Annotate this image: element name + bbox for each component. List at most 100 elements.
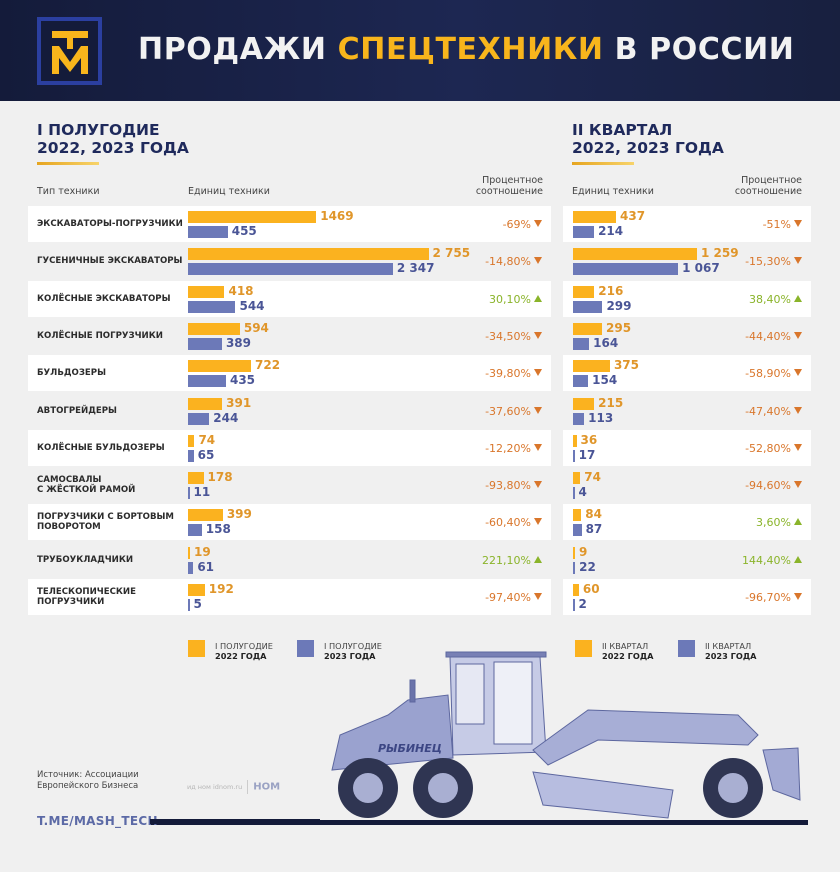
bar-q2-2023 [573,487,575,500]
value-h1-2022: 399 [226,507,252,522]
bar-q2-2023 [573,524,582,537]
bar-h1-2023 [188,487,190,500]
percent-change-q2: -94,60% [745,479,802,492]
arrow-down-icon [534,369,542,377]
arrow-down-icon [794,331,802,339]
value-q2-2023: 299 [606,298,632,313]
percent-change-q2: -58,90% [745,367,802,380]
percent-change: -34,50% [485,330,542,343]
row-label: САМОСВАЛЫ С ЖЁСТКОЙ РАМОЙ [37,475,136,496]
percent-change-q2: -44,40% [745,330,802,343]
bar-q2-2023 [573,300,603,313]
bar-q2-2022 [573,584,579,596]
arrow-down-icon [534,518,542,526]
table-row-q2: 9 22 144,40% [563,542,811,578]
row-label: КОЛЁСНЫЕ ПОГРУЗЧИКИ [37,330,163,341]
col-header-type: Тип техники [37,186,100,197]
row-label: ТРУБОУКЛАДЧИКИ [37,554,134,565]
table-row-q2: 295 164 -44,40% [563,318,811,354]
table-row-q2: 437 214 -51% [563,206,811,242]
value-h1-2023: 544 [239,298,265,313]
value-q2-2023: 214 [598,224,624,238]
value-q2-2023: 1 067 [682,261,720,276]
value-h1-2022: 1469 [320,209,354,223]
arrow-up-icon [794,518,802,526]
bar-q2-2022 [573,248,697,261]
bar-q2-2023 [573,337,590,350]
table-row: КОЛЁСНЫЕ БУЛЬДОЗЕРЫ 74 65 -12,20% [28,429,551,466]
arrow-down-icon [794,257,802,265]
arrow-up-icon [534,555,542,563]
bar-q2-2022 [573,211,617,223]
table-row: КОЛЁСНЫЕ ПОГРУЗЧИКИ 594 389 -34,50% [28,318,551,354]
table-row: ЭКСКАВАТОРЫ-ПОГРУЗЧИКИ 1469 455 -69% [28,206,551,242]
value-h1-2022: 391 [226,395,252,410]
table-row: АВТОГРЕЙДЕРЫ 391 244 -37,60% [28,393,551,429]
bar-h1-2023 [188,263,393,276]
bar-h1-2023 [188,599,190,611]
bar-h1-2022 [188,509,223,522]
arrow-down-icon [794,443,802,451]
bar-h1-2023 [188,300,236,313]
percent-change-q2: 144,40% [742,554,802,567]
table-row: БУЛЬДОЗЕРЫ 722 435 -39,80% [28,355,551,392]
bar-q2-2023 [573,412,585,425]
bar-q2-2022 [573,546,575,559]
value-q2-2023: 17 [578,447,596,462]
table-row: КОЛЁСНЫЕ ЭКСКАВАТОРЫ 418 544 30,10% [28,280,551,317]
row-label: ЭКСКАВАТОРЫ-ПОГРУЗЧИКИ [37,219,183,229]
percent-change: -69% [503,218,542,231]
arrow-down-icon [534,406,542,414]
percent-change: -39,80% [485,367,542,380]
legend-swatch-blue [678,640,695,657]
bar-q2-2022 [573,285,595,298]
value-h1-2023: 61 [197,559,215,574]
value-h1-2022: 192 [208,582,234,596]
table-row: ТРУБОУКЛАДЧИКИ 19 61 221,10% [28,542,551,578]
value-h1-2023: 244 [213,410,239,425]
arrow-down-icon [794,406,802,414]
percent-change-q2: 38,40% [749,293,802,306]
arrow-down-icon [794,369,802,377]
bar-h1-2022 [188,397,223,410]
value-q2-2023: 164 [593,335,619,350]
row-label: АВТОГРЕЙДЕРЫ [37,405,117,416]
right-title-underline [572,162,634,165]
arrow-down-icon [534,257,542,265]
col-header-units-q2: Единиц техники [572,186,654,197]
value-q2-2022: 74 [584,470,601,485]
bar-h1-2023 [188,524,202,537]
divider [247,780,249,794]
table-row: ГУСЕНИЧНЫЕ ЭКСКАВАТОРЫ 2 755 2 347 -14,8… [28,243,551,279]
value-q2-2023: 22 [579,559,596,574]
arrow-down-icon [534,220,542,227]
telegram-channel-link[interactable]: T.ME/MASH_TECH [37,814,158,828]
percent-change: -14,80% [485,255,542,268]
bar-h1-2023 [188,375,226,388]
bar-h1-2022 [188,285,225,298]
tm-logo-icon [52,31,88,74]
legend-swatch-blue [297,640,314,657]
legend-swatch-yellow [188,640,205,657]
value-q2-2022: 84 [585,507,602,522]
percent-change: 221,10% [482,554,542,567]
bar-q2-2023 [573,263,679,276]
col-header-percent: Процентное соотношение [475,175,543,197]
percent-change-q2: -51% [763,218,802,231]
footer-rule [150,819,320,824]
value-q2-2023: 154 [592,373,618,388]
header: ПРОДАЖИ СПЕЦТЕХНИКИ В РОССИИ [0,0,840,101]
arrow-down-icon [794,481,802,489]
value-h1-2023: 158 [205,522,231,537]
bar-q2-2022 [573,434,577,447]
title-accent: СПЕЦТЕХНИКИ [337,32,604,67]
value-h1-2023: 455 [231,224,257,238]
value-q2-2023: 4 [578,485,587,500]
arrow-down-icon [534,443,542,451]
bar-h1-2023 [188,561,194,574]
value-q2-2023: 87 [585,522,603,537]
bar-q2-2022 [573,472,581,485]
arrow-up-icon [534,294,542,302]
value-q2-2022: 9 [579,544,588,559]
bar-h1-2022 [188,248,429,261]
